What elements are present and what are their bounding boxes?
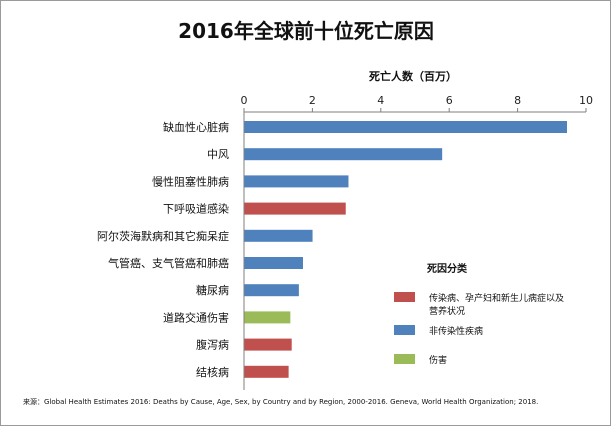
category-label: 下呼吸道感染 [163, 202, 229, 216]
bar [244, 202, 346, 215]
category-label: 慢性阻塞性肺病 [152, 174, 229, 188]
legend-swatch [394, 354, 415, 364]
category-label: 缺血性心脏病 [163, 120, 229, 134]
x-tick-label: 4 [377, 94, 384, 107]
legend-label: 营养状况 [429, 305, 465, 317]
category-label: 中风 [207, 148, 229, 161]
bar [244, 121, 568, 133]
legend-label: 伤害 [429, 354, 447, 366]
category-label: 道路交通伤害 [163, 310, 229, 324]
x-tick-label: 0 [241, 94, 248, 107]
category-labels: 缺血性心脏病中风慢性阻塞性肺病下呼吸道感染阿尔茨海默病和其它痴呆症气管癌、支气管… [97, 120, 229, 379]
source-note: 来源：Global Health Estimates 2016: Deaths … [23, 397, 538, 406]
legend-swatch [394, 292, 415, 302]
bar [244, 284, 299, 297]
legend-title: 死因分类 [427, 262, 467, 275]
category-label: 结核病 [196, 365, 229, 379]
bar [244, 148, 443, 161]
x-tick-label: 2 [309, 94, 316, 107]
bar [244, 229, 313, 242]
category-label: 腹泻病 [196, 338, 229, 352]
chart-title: 2016年全球前十位死亡原因 [178, 19, 434, 43]
category-label: 糖尿病 [196, 283, 229, 297]
x-axis-title: 死亡人数（百万） [369, 69, 457, 83]
x-axis: 0 2 4 6 8 10 [241, 94, 593, 390]
x-tick-label: 6 [446, 94, 453, 107]
category-label: 气管癌、支气管癌和肺癌 [108, 256, 229, 270]
legend-label: 传染病、孕产妇和新生儿病症以及 [429, 292, 564, 304]
legend-swatch [394, 325, 415, 335]
legend-label: 非传染性疾病 [429, 325, 483, 337]
bars [244, 121, 568, 378]
x-tick-label: 8 [514, 94, 521, 107]
bar [244, 175, 349, 188]
bar [244, 365, 289, 378]
category-label: 阿尔茨海默病和其它痴呆症 [97, 229, 229, 243]
bar [244, 257, 303, 269]
bar [244, 311, 291, 324]
x-tick-label: 10 [579, 94, 593, 107]
bar [244, 338, 292, 351]
